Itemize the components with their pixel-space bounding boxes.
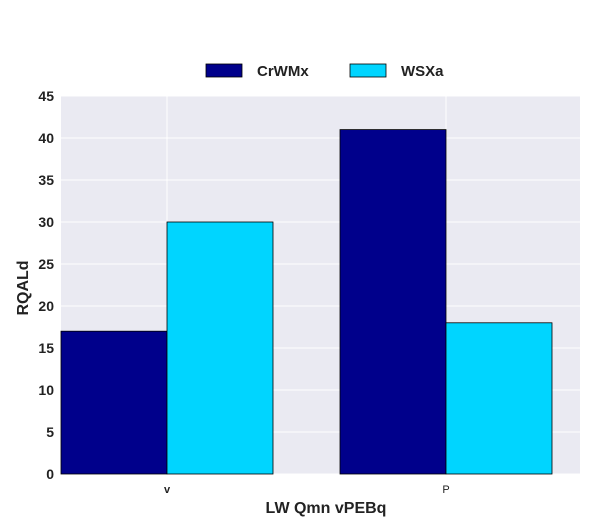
legend-label: CrWMx <box>257 63 309 80</box>
x-tick-label: v <box>164 484 171 496</box>
y-tick-label: 25 <box>38 256 54 272</box>
y-axis-label: RQALd <box>15 260 32 315</box>
bar-wsxa-p <box>445 322 553 475</box>
y-tick-label: 40 <box>38 130 54 146</box>
y-tick-label: 30 <box>38 214 54 230</box>
y-tick-label: 20 <box>38 298 54 314</box>
bars <box>60 129 553 475</box>
y-tick-label: 10 <box>38 382 54 398</box>
legend-label: WSXa <box>401 63 444 80</box>
legend-swatch <box>205 63 243 78</box>
bar-wsxa-v <box>166 221 274 475</box>
bar-crwmx-v <box>60 330 168 475</box>
x-tick-label: P <box>442 484 449 496</box>
y-tick-label: 15 <box>38 340 54 356</box>
y-tick-label: 35 <box>38 172 54 188</box>
x-axis-label: LW Qmn vPEBq <box>266 500 387 517</box>
y-tick-label: 0 <box>46 466 54 482</box>
y-tick-label: 45 <box>38 88 54 104</box>
bar-crwmx-p <box>339 129 447 475</box>
legend: CrWMx WSXa <box>205 63 444 80</box>
legend-swatch <box>349 63 387 78</box>
y-tick-label: 5 <box>46 424 54 440</box>
y-tick-labels: 0 5 10 15 20 25 30 35 40 45 <box>38 88 54 482</box>
